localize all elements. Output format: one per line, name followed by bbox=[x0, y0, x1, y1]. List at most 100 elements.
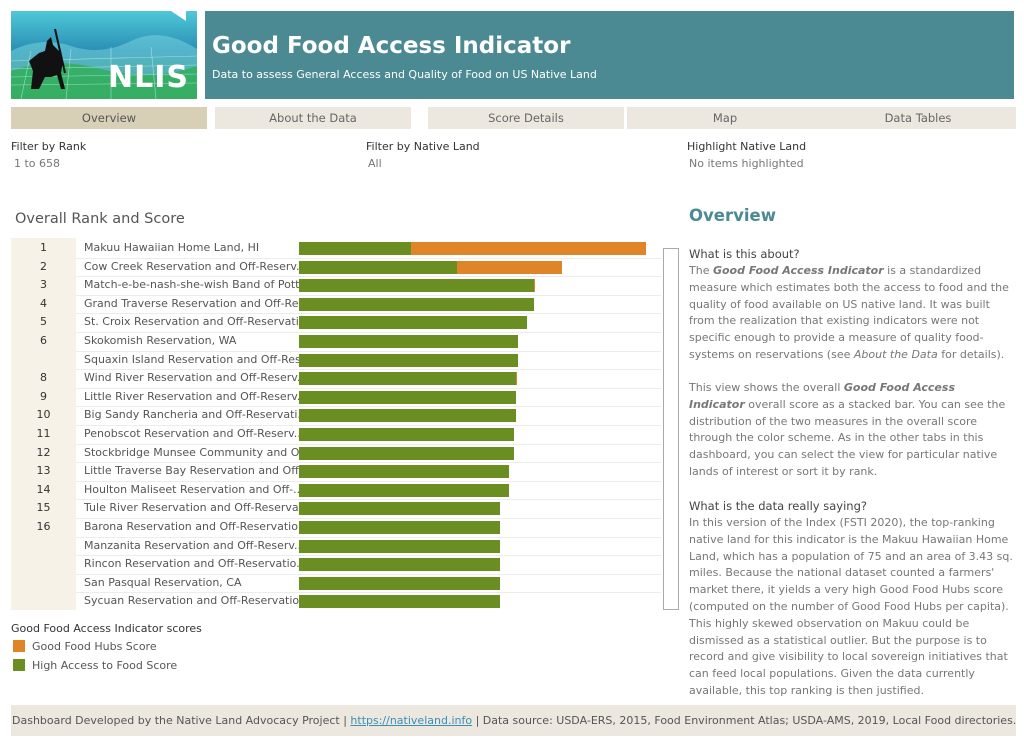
bar-high-access[interactable] bbox=[299, 558, 501, 572]
legend-swatch-food-hubs bbox=[13, 640, 25, 652]
row-divider bbox=[76, 518, 661, 519]
bar-high-access[interactable] bbox=[299, 390, 516, 404]
native-land-label[interactable]: Manzanita Reservation and Off-Reserv.. bbox=[84, 538, 299, 552]
rank-label: 6 bbox=[40, 334, 47, 347]
highlight-filter-value[interactable]: No items highlighted bbox=[689, 157, 804, 170]
bar-high-access[interactable] bbox=[299, 297, 534, 311]
bar-food-hubs[interactable] bbox=[516, 372, 518, 386]
tab-data-tables[interactable]: Data Tables bbox=[820, 107, 1016, 129]
row-divider bbox=[76, 443, 661, 445]
row-divider bbox=[76, 313, 661, 315]
rank-label: 2 bbox=[40, 259, 47, 273]
native-land-label[interactable]: Skokomish Reservation, WA bbox=[84, 334, 237, 347]
nativeland-link[interactable]: https://nativeland.info bbox=[350, 714, 473, 727]
row-divider bbox=[76, 462, 661, 464]
rank-label: 3 bbox=[40, 278, 47, 292]
row-divider bbox=[76, 276, 661, 278]
legend-item-high-access[interactable]: High Access to Food Score bbox=[13, 659, 177, 672]
bar-high-access[interactable] bbox=[299, 595, 501, 609]
rank-filter-value[interactable]: 1 to 658 bbox=[14, 157, 61, 170]
rank-column bbox=[11, 238, 76, 610]
row-divider bbox=[76, 425, 661, 426]
bar-high-access[interactable] bbox=[299, 409, 516, 423]
chart-title: Overall Rank and Score bbox=[15, 211, 185, 227]
native-land-label[interactable]: Wind River Reservation and Off-Reserv.. bbox=[84, 371, 299, 385]
page-title: Good Food Access Indicator bbox=[212, 33, 571, 59]
native-land-filter-label: Filter by Native Land bbox=[366, 140, 480, 153]
row-divider bbox=[76, 555, 661, 557]
highlight-filter[interactable]: Highlight Native Land No items highlight… bbox=[687, 140, 806, 170]
question-data-saying: What is the data really saying? bbox=[689, 499, 867, 513]
rank-label: 14 bbox=[36, 482, 51, 496]
bar-high-access[interactable] bbox=[299, 483, 509, 497]
bar-food-hubs[interactable] bbox=[533, 279, 535, 293]
row-divider bbox=[76, 499, 661, 501]
rank-label: 16 bbox=[36, 520, 51, 533]
row-divider bbox=[76, 387, 661, 389]
rank-label: 9 bbox=[40, 389, 47, 403]
rank-label: 1 bbox=[40, 241, 47, 254]
tab-bar: Overview About the Data Score Details Ma… bbox=[11, 107, 1016, 129]
rank-label: 10 bbox=[36, 408, 51, 422]
bar-high-access[interactable] bbox=[299, 372, 516, 386]
tab-score-details[interactable]: Score Details bbox=[428, 107, 624, 129]
native-land-label[interactable]: Grand Traverse Reservation and Off-Re.. bbox=[84, 296, 299, 310]
native-land-label[interactable]: San Pasqual Reservation, CA bbox=[84, 575, 242, 589]
footer-prefix: Dashboard Developed by the Native Land A… bbox=[12, 714, 351, 727]
chart-scrollbar[interactable] bbox=[663, 248, 679, 610]
bar-high-access[interactable] bbox=[299, 260, 457, 274]
row-divider bbox=[76, 369, 661, 371]
row-divider bbox=[76, 592, 661, 594]
native-land-label[interactable]: Makuu Hawaiian Home Land, HI bbox=[84, 241, 260, 254]
native-land-label[interactable]: Cow Creek Reservation and Off-Reserv.. bbox=[84, 259, 299, 273]
bar-high-access[interactable] bbox=[299, 465, 509, 479]
native-land-filter-value[interactable]: All bbox=[368, 157, 382, 170]
bar-high-access[interactable] bbox=[299, 428, 515, 441]
rank-label: 5 bbox=[40, 315, 47, 329]
bar-high-access[interactable] bbox=[299, 502, 501, 516]
rank-label: 4 bbox=[40, 296, 47, 310]
native-land-label[interactable]: Stockbridge Munsee Community and Of.. bbox=[84, 445, 299, 459]
footer-suffix: | Data source: USDA-ERS, 2015, Food Envi… bbox=[472, 714, 1017, 727]
native-land-label[interactable]: Little River Reservation and Off-Reserv.… bbox=[84, 389, 299, 403]
native-land-label[interactable]: Little Traverse Bay Reservation and Off.… bbox=[84, 464, 299, 478]
row-divider bbox=[76, 257, 661, 259]
bar-high-access[interactable] bbox=[299, 316, 527, 330]
bar-high-access[interactable] bbox=[299, 353, 518, 367]
native-land-label[interactable]: Sycuan Reservation and Off-Reservatio.. bbox=[84, 594, 299, 608]
bar-high-access[interactable] bbox=[299, 446, 515, 460]
tab-about-the-data[interactable]: About the Data bbox=[215, 107, 411, 129]
legend-label-food-hubs: Good Food Hubs Score bbox=[32, 640, 157, 653]
row-divider bbox=[76, 406, 661, 408]
bar-high-access[interactable] bbox=[299, 279, 534, 293]
row-divider bbox=[76, 350, 661, 352]
native-land-label[interactable]: Tule River Reservation and Off-Reserva.. bbox=[84, 501, 299, 515]
page-subtitle: Data to assess General Access and Qualit… bbox=[212, 68, 597, 81]
native-land-label[interactable]: Match-e-be-nash-she-wish Band of Pott.. bbox=[84, 278, 299, 292]
rank-filter[interactable]: Filter by Rank 1 to 658 bbox=[11, 140, 86, 170]
row-divider bbox=[76, 573, 661, 575]
legend-label-high-access: High Access to Food Score bbox=[32, 659, 178, 672]
bar-high-access[interactable] bbox=[299, 576, 501, 590]
native-land-label[interactable]: Houlton Maliseet Reservation and Off-.. bbox=[84, 482, 299, 496]
native-land-label[interactable]: Rincon Reservation and Off-Reservatio.. bbox=[84, 557, 299, 571]
native-land-label[interactable]: Barona Reservation and Off-Reservatio.. bbox=[84, 520, 299, 533]
native-land-label[interactable]: Penobscot Reservation and Off-Reserv.. bbox=[84, 427, 299, 440]
native-land-label[interactable]: Squaxin Island Reservation and Off-Res.. bbox=[84, 352, 299, 366]
bar-high-access[interactable] bbox=[299, 242, 411, 255]
bar-high-access[interactable] bbox=[299, 335, 518, 348]
nlis-logo: NLIS bbox=[11, 11, 197, 99]
header-banner: Good Food Access Indicator Data to asses… bbox=[205, 11, 1014, 99]
bar-high-access[interactable] bbox=[299, 521, 501, 534]
legend-item-food-hubs[interactable]: Good Food Hubs Score bbox=[13, 640, 157, 653]
legend-swatch-high-access bbox=[13, 659, 25, 671]
bar-high-access[interactable] bbox=[299, 539, 501, 553]
bar-food-hubs[interactable] bbox=[456, 260, 562, 274]
native-land-label[interactable]: St. Croix Reservation and Off-Reservati.… bbox=[84, 315, 299, 329]
bar-food-hubs[interactable] bbox=[411, 242, 646, 255]
native-land-label[interactable]: Big Sandy Rancheria and Off-Reservati.. bbox=[84, 408, 299, 422]
logo-text: NLIS bbox=[108, 60, 189, 95]
native-land-filter[interactable]: Filter by Native Land All bbox=[366, 140, 480, 170]
tab-overview[interactable]: Overview bbox=[11, 107, 207, 129]
tab-map[interactable]: Map bbox=[627, 107, 823, 129]
